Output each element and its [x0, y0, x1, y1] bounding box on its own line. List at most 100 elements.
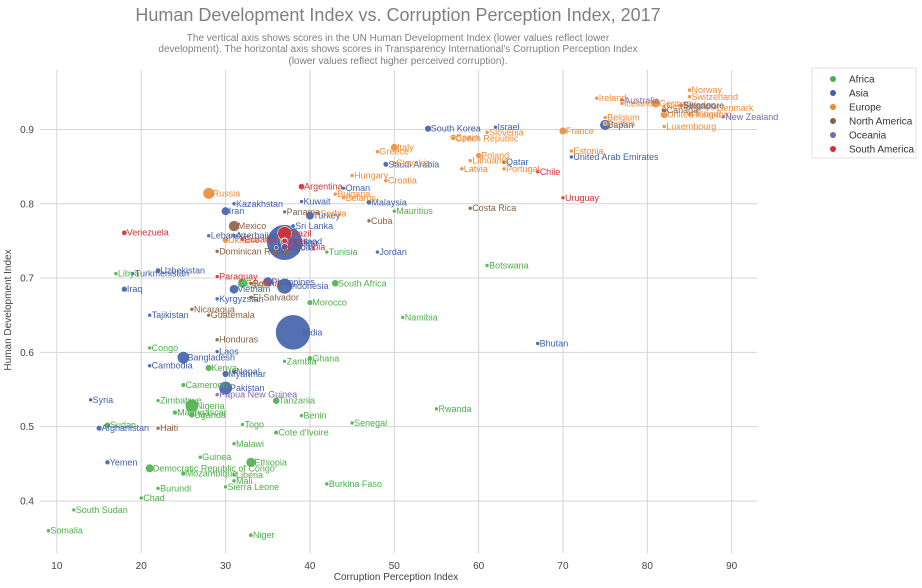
- point-label: Croatia: [388, 176, 417, 186]
- point-label: New Zealand: [725, 112, 778, 122]
- point-label: El Salvador: [253, 292, 299, 302]
- point-label: Brazil: [289, 228, 312, 238]
- data-point: [130, 271, 136, 276]
- x-tick-label: 30: [220, 561, 232, 572]
- data-point: [231, 233, 237, 239]
- point-label: Honduras: [219, 335, 259, 345]
- point-label: Venezuela: [127, 228, 169, 238]
- data-point: [138, 495, 144, 501]
- data-point: [484, 263, 490, 268]
- point-label: Uruguay: [565, 193, 600, 203]
- data-point: [712, 105, 718, 111]
- data-point: [366, 218, 372, 224]
- data-point: [276, 278, 293, 295]
- point-label: Mongolia: [278, 243, 315, 253]
- data-point: [305, 211, 315, 221]
- data-point: [332, 191, 338, 197]
- data-point: [484, 130, 490, 135]
- chart-subtitle-line-1: The vertical axis shows scores in the UN…: [187, 33, 610, 44]
- data-point: [248, 532, 254, 538]
- y-tick-label: 0.7: [20, 274, 34, 285]
- point-label: Nepal: [236, 367, 260, 377]
- legend-marker: [830, 146, 836, 152]
- data-point: [113, 271, 119, 276]
- point-label: China: [295, 237, 319, 247]
- data-point: [382, 161, 389, 168]
- y-tick-label: 0.8: [20, 199, 34, 210]
- point-label: Mexico: [238, 221, 267, 231]
- point-label: Malawi: [236, 439, 264, 449]
- data-point: [594, 95, 600, 101]
- point-label: Kyrgyzstan: [219, 294, 264, 304]
- data-point: [306, 299, 314, 306]
- point-label: Botswana: [489, 260, 529, 270]
- point-label: Ghana: [312, 353, 339, 363]
- data-point: [197, 454, 203, 460]
- data-point: [451, 136, 456, 141]
- data-point: [147, 363, 152, 369]
- y-tick-label: 0.6: [20, 348, 34, 359]
- data-point: [189, 306, 195, 312]
- data-point: [475, 152, 482, 159]
- point-label: Peru: [287, 236, 306, 246]
- data-point: [349, 173, 355, 178]
- data-point: [383, 178, 389, 184]
- data-point: [275, 314, 311, 351]
- data-point: [145, 463, 155, 473]
- data-point: [214, 349, 220, 354]
- data-point: [678, 103, 684, 108]
- point-label: Nicaragua: [194, 304, 235, 314]
- data-point: [467, 205, 473, 211]
- data-point: [231, 201, 237, 207]
- data-point: [155, 267, 162, 274]
- data-point: [237, 278, 248, 289]
- point-label: Myanmar: [228, 369, 266, 379]
- point-label: Lebanon: [211, 231, 246, 241]
- data-point: [218, 380, 233, 396]
- point-label: Togo: [244, 419, 264, 429]
- data-point: [273, 245, 279, 250]
- point-label: Sweden: [683, 100, 716, 110]
- point-label: Poland: [481, 150, 509, 160]
- point-label: Afghanistan: [101, 423, 149, 433]
- point-label: Colombia: [287, 242, 325, 252]
- data-point: [176, 351, 190, 365]
- legend: Africa Asia Europe North America Oceania Sout…: [811, 67, 917, 159]
- point-label: Mauritius: [396, 206, 433, 216]
- data-point: [222, 236, 230, 244]
- data-point: [88, 397, 93, 403]
- point-label: Kuwait: [303, 197, 331, 207]
- chart-subtitle-line-2: development). The horizontal axis shows …: [158, 44, 637, 55]
- data-point: [104, 421, 111, 429]
- point-label: Ecuador: [244, 234, 278, 244]
- point-label: Democratic Republic of Congo: [153, 463, 275, 473]
- point-label: Greece: [379, 147, 409, 157]
- point-label: Egypt: [246, 278, 270, 288]
- data-point: [560, 195, 566, 201]
- data-point: [240, 422, 245, 427]
- data-point: [391, 208, 397, 214]
- data-point: [147, 312, 152, 318]
- point-label: Namibia: [405, 312, 438, 322]
- point-label: Kazakhstan: [236, 199, 283, 209]
- point-label: Tanzania: [279, 396, 315, 406]
- data-point: [341, 185, 346, 191]
- legend-marker: [830, 132, 836, 138]
- point-label: Somalia: [50, 526, 83, 536]
- point-label: Guinea: [202, 452, 231, 462]
- data-point: [349, 420, 355, 426]
- x-tick-label: 70: [557, 561, 569, 572]
- data-point: [206, 233, 212, 239]
- y-tick-label: 0.4: [20, 496, 34, 507]
- point-label: Tajikistan: [152, 310, 189, 320]
- point-label: Finland: [692, 110, 722, 120]
- data-point: [221, 370, 230, 378]
- data-point: [687, 87, 692, 93]
- data-point: [155, 486, 161, 491]
- point-label: United Arab Emirates: [573, 152, 659, 162]
- data-point: [147, 345, 152, 351]
- point-label: Guatemala: [211, 310, 255, 320]
- point-label: Japan: [609, 120, 634, 130]
- point-label: Uzbekistan: [160, 266, 205, 276]
- data-point: [214, 337, 220, 343]
